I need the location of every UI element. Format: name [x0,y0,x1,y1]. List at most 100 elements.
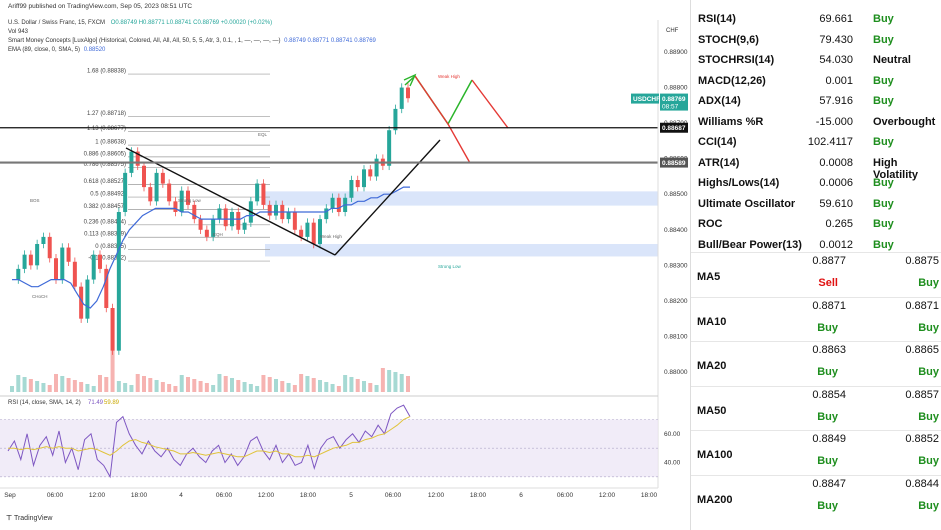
rsi-ma-line [8,416,411,458]
indicator-value: -15.000 [815,115,853,128]
ma-simple-value: 0.8871 [812,299,846,312]
volume-bar-1 [16,375,21,392]
indicator-name: Bull/Bear Power(13) [698,238,802,251]
ema-line [12,186,410,309]
indicator-row[interactable]: CCI(14) 102.4117 Buy [691,133,941,153]
indicator-row[interactable]: Bull/Bear Power(13) 0.0012 Buy [691,236,941,256]
indicator-row[interactable]: Williams %R -15.000 Overbought [691,113,941,133]
tradingview-footer[interactable]: ⊤ TradingView [6,514,52,522]
indicator-panel: RSI(14) 69.661 Buy STOCH(9,6) 79.430 Buy STOCH… [690,0,941,530]
volume-bar-19 [129,385,134,392]
volume-bar-24 [160,382,165,392]
fib-label-2: 1.13 (0.88677) [87,126,126,132]
symbol-name[interactable]: U.S. Dollar / Swiss Franc, 15, FXCM [8,20,106,26]
volume-bar-3 [28,379,33,392]
candle-body-2 [22,254,27,269]
indicator-row[interactable]: ROC 0.265 Buy [691,215,941,235]
volume-bar-5 [41,383,46,392]
volume-bar-18 [123,383,128,392]
candle-body-5 [41,236,46,244]
ma-simple-value: 0.8854 [812,388,846,401]
indicator-row[interactable]: Highs/Lows(14) 0.0006 Buy [691,174,941,194]
time-tick-10: 12:00 [428,492,445,499]
indicator-value: 0.0012 [819,238,853,251]
ma-row[interactable]: MA50 0.8854 0.8857 Buy Buy [691,385,941,431]
candle-body-27 [179,190,184,212]
indicator-signal: Buy [873,238,894,251]
rsi-line [7,404,411,479]
candle-body-7 [54,258,58,280]
candle-body-37 [242,222,247,230]
indicator-row[interactable]: MACD(12,26) 0.001 Buy [691,72,941,92]
time-tick-1: 06:00 [47,492,64,499]
ma-simple-value: 0.8863 [812,344,846,356]
volume-bar-0 [10,386,14,392]
candle-body-24 [160,172,165,184]
ma-exp-value: 0.8844 [905,477,939,490]
fib-label-0: 1.68 (0.88838) [87,69,126,75]
smc-annotation-3: CHoCH [32,294,48,299]
rsi-tick-1: 40.00 [664,460,681,467]
smc-values: 0.88749 0.88771 0.88741 0.88769 [284,38,376,44]
indicator-name: CCI(14) [698,136,737,148]
volume-bar-54 [349,377,354,392]
volume-bar-23 [154,380,159,392]
candle-body-1 [16,268,21,280]
volume-bar-22 [148,378,153,392]
indicator-row[interactable]: ATR(14) 0.0008 High Volatility [691,154,941,181]
volume-bar-17 [116,381,121,392]
candle-body-61 [393,108,398,131]
price-chart[interactable]: 1.68 (0.88838) 1.27 (0.88718) 1.13 (0.8867… [0,0,690,530]
indicator-value: 69.661 [819,13,853,25]
ma-simple-signal: Buy [817,321,838,334]
smc-annotation-1: Strong Low [438,264,462,269]
candle-body-39 [255,183,260,202]
candle-body-62 [399,87,404,109]
indicator-name: Ultimate Oscillator [698,197,796,210]
candle-body-17 [116,212,121,351]
ma-row[interactable]: MA10 0.8871 0.8871 Buy Buy [691,296,941,342]
time-tick-0: Sep [4,492,16,499]
ma-exp-signal: Buy [918,410,939,423]
volume-bar-39 [255,386,260,392]
price-tick-1: 0.88800 [664,85,688,92]
volume-bar-31 [204,383,209,392]
volume-bar-60 [387,370,392,392]
ema-indicator-line[interactable]: EMA (89, close, 0, SMA, 5) 0.88520 [8,47,105,53]
volume-bar-6 [47,385,52,392]
volume-bar-52 [336,386,341,392]
indicator-value: 57.916 [819,95,853,107]
volume-bar-38 [248,384,253,392]
ma-row[interactable]: MA5 0.8877 0.8875 Sell Buy [691,252,941,297]
ema-label: EMA (89, close, 0, SMA, 5) [8,47,81,53]
ma-simple-value: 0.8877 [812,255,846,267]
ma-row[interactable]: MA20 0.8863 0.8865 Buy Buy [691,341,941,386]
volume-line[interactable]: Vol 943 [8,29,29,35]
volume-bar-46 [299,374,304,392]
candle-body-56 [362,169,366,188]
ma-exp-signal: Buy [918,499,939,512]
volume-bar-53 [343,375,348,392]
indicator-name: Williams %R [698,115,764,128]
ma-row[interactable]: MA100 0.8849 0.8852 Buy Buy [691,430,941,475]
smc-annotation-4: EQL [258,132,268,137]
fib-label-11: 0 (0.88345) [95,244,126,250]
indicator-name: STOCHRSI(14) [698,54,775,66]
indicator-row[interactable]: STOCHRSI(14) 54.030 Neutral [691,51,941,71]
chart-panel[interactable]: 1.68 (0.88838) 1.27 (0.88718) 1.13 (0.8867… [0,0,690,530]
ma-row[interactable]: MA200 0.8847 0.8844 Buy Buy [691,474,941,520]
candle-body-9 [66,247,71,262]
indicator-signal: Overbought [873,115,936,128]
candle-body-6 [47,236,52,259]
indicator-value: 0.0006 [819,177,853,189]
indicator-row[interactable]: STOCH(9,6) 79.430 Buy [691,31,941,51]
volume-bar-25 [167,384,172,392]
indicator-row[interactable]: Ultimate Oscillator 59.610 Buy [691,195,941,215]
smc-indicator-line[interactable]: Smart Money Concepts [LuxAlgo] (Historic… [8,38,376,44]
candle-body-25 [167,183,172,202]
volume-bar-8 [60,376,65,392]
indicator-row[interactable]: RSI(14) 69.661 Buy [691,10,941,30]
volume-bar-58 [374,385,379,392]
indicator-row[interactable]: ADX(14) 57.916 Buy [691,92,941,112]
candle-body-40 [261,183,266,205]
